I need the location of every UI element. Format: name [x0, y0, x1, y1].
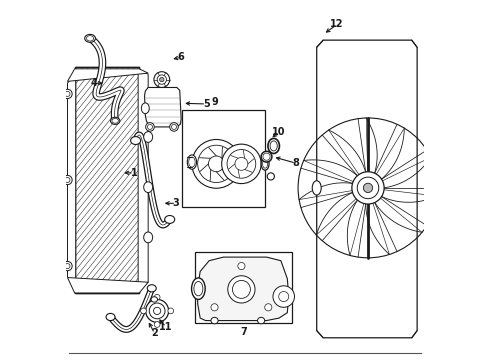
Ellipse shape — [258, 318, 265, 324]
Polygon shape — [68, 69, 148, 81]
Text: 4: 4 — [91, 78, 98, 88]
Text: 10: 10 — [272, 127, 286, 137]
Circle shape — [65, 91, 70, 96]
Ellipse shape — [165, 216, 175, 224]
Polygon shape — [138, 69, 148, 289]
Ellipse shape — [147, 285, 156, 292]
Ellipse shape — [106, 314, 115, 320]
Ellipse shape — [87, 36, 94, 41]
Ellipse shape — [261, 151, 272, 162]
Circle shape — [211, 304, 218, 311]
Polygon shape — [145, 87, 181, 127]
Circle shape — [168, 308, 173, 314]
Ellipse shape — [111, 117, 120, 125]
Ellipse shape — [192, 278, 205, 300]
Polygon shape — [68, 72, 76, 288]
Ellipse shape — [131, 136, 141, 144]
Ellipse shape — [211, 318, 218, 324]
Polygon shape — [68, 278, 148, 293]
Text: 2: 2 — [151, 328, 158, 338]
Text: 11: 11 — [159, 322, 173, 332]
Ellipse shape — [312, 181, 321, 195]
Polygon shape — [74, 67, 139, 293]
Text: 6: 6 — [178, 52, 185, 62]
Text: 8: 8 — [293, 158, 299, 168]
Circle shape — [235, 157, 248, 170]
Ellipse shape — [85, 35, 96, 42]
Circle shape — [352, 172, 384, 204]
Circle shape — [146, 123, 154, 131]
Text: 3: 3 — [173, 198, 179, 208]
Circle shape — [153, 307, 161, 315]
Ellipse shape — [151, 297, 157, 302]
Circle shape — [154, 294, 160, 300]
Circle shape — [63, 175, 72, 185]
Circle shape — [63, 261, 72, 271]
Text: 9: 9 — [211, 97, 218, 107]
Circle shape — [192, 139, 241, 188]
Circle shape — [65, 264, 70, 269]
Circle shape — [154, 321, 160, 327]
Text: 5: 5 — [203, 99, 210, 109]
Ellipse shape — [112, 118, 119, 123]
Polygon shape — [317, 40, 417, 338]
Circle shape — [149, 303, 165, 319]
Circle shape — [357, 177, 379, 199]
Circle shape — [221, 144, 261, 184]
Circle shape — [160, 77, 164, 82]
Polygon shape — [197, 257, 289, 320]
Text: 1: 1 — [130, 168, 137, 178]
Circle shape — [146, 300, 169, 322]
Polygon shape — [74, 67, 139, 293]
Circle shape — [157, 75, 167, 84]
Circle shape — [238, 262, 245, 270]
Circle shape — [170, 123, 178, 131]
Circle shape — [364, 183, 373, 193]
Ellipse shape — [261, 158, 269, 170]
Ellipse shape — [141, 103, 149, 114]
Bar — [195, 252, 292, 323]
Circle shape — [63, 89, 72, 99]
Bar — [182, 110, 265, 207]
Ellipse shape — [144, 132, 153, 142]
Circle shape — [265, 304, 272, 311]
Circle shape — [228, 276, 255, 303]
Ellipse shape — [187, 155, 196, 169]
Ellipse shape — [144, 232, 153, 243]
Circle shape — [65, 177, 70, 183]
Circle shape — [273, 286, 294, 307]
Ellipse shape — [235, 156, 246, 172]
Ellipse shape — [268, 138, 279, 153]
Circle shape — [141, 308, 147, 314]
Text: 12: 12 — [330, 19, 344, 30]
Ellipse shape — [144, 182, 153, 193]
Circle shape — [154, 72, 170, 87]
Text: 7: 7 — [241, 327, 247, 337]
